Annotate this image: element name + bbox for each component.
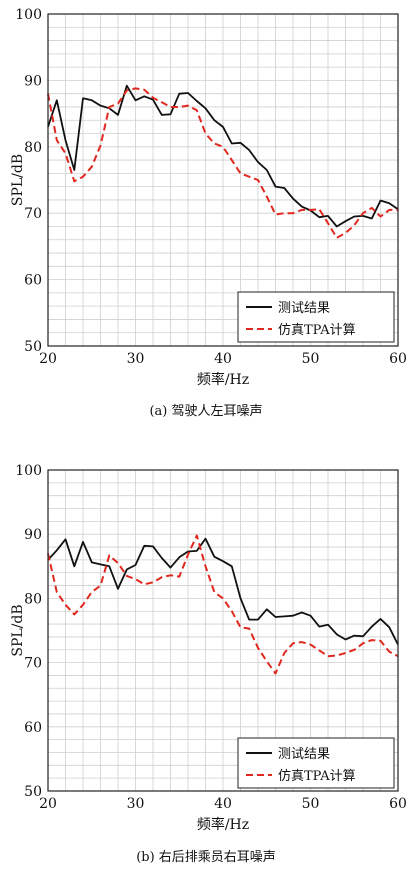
chart-a-svg: 50 60 70 80 90 100 20 30 40 50 60 频率/Hz SPL/dB 测试结果仿真…	[10, 7, 407, 388]
x-tick-label: 50	[302, 796, 320, 812]
series-line-tpa-simulated	[47, 87, 398, 239]
chart-b-svg: 50 60 70 80 90 100 20 30 40 50 60 频率/Hz SPL/dB 测试结果仿真…	[10, 463, 407, 833]
plot-frame	[47, 469, 399, 792]
y-tick-label: 70	[24, 656, 42, 672]
x-tick-label: 20	[39, 351, 57, 367]
chart-panel-b: 50 60 70 80 90 100 20 30 40 50 60 频率/Hz SPL/dB 测试结果仿真…	[0, 440, 412, 877]
legend-label-measured: 测试结果	[278, 747, 330, 762]
plot-frame	[47, 13, 399, 347]
x-axis-label: 频率/Hz	[197, 816, 249, 833]
x-tick-label: 40	[214, 796, 232, 812]
legend-label-measured: 测试结果	[278, 301, 330, 316]
y-tick-label: 70	[24, 206, 42, 222]
x-tick-label: 50	[302, 351, 320, 367]
legend-label-tpa-simulated: 仿真TPA计算	[278, 769, 356, 784]
x-tick-label: 60	[389, 351, 407, 367]
legend-box	[237, 291, 395, 343]
y-tick-label: 60	[24, 273, 42, 289]
x-tick-label: 30	[127, 796, 145, 812]
y-tick-label: 50	[24, 339, 42, 355]
chart-b-caption: (b) 右后排乘员右耳噪声	[136, 850, 276, 865]
y-tick-label: 90	[24, 73, 42, 89]
y-tick-label: 50	[24, 784, 42, 800]
legend-box	[237, 737, 395, 789]
x-axis-label: 频率/Hz	[197, 371, 249, 388]
y-tick-label: 80	[24, 591, 42, 607]
x-tick-label: 20	[39, 796, 57, 812]
legend-label-tpa-simulated: 仿真TPA计算	[278, 323, 356, 338]
y-tick-label: 80	[24, 140, 42, 156]
series-line-measured	[47, 537, 399, 646]
y-tick-label: 100	[15, 7, 42, 23]
x-tick-label: 30	[127, 351, 145, 367]
y-tick-label: 100	[15, 463, 42, 479]
chart-panel-a: 50 60 70 80 90 100 20 30 40 50 60 频率/Hz SPL/dB 测试结果仿真…	[10, 7, 407, 419]
series-line-tpa-simulated	[47, 534, 399, 675]
y-tick-label: 90	[24, 527, 42, 543]
y-tick-label: 60	[24, 720, 42, 736]
series-line-measured	[47, 84, 399, 228]
chart-a-caption: (a) 驾驶人左耳噪声	[149, 404, 263, 419]
y-axis-label: SPL/dB	[10, 604, 26, 656]
y-axis-label: SPL/dB	[10, 154, 26, 206]
x-tick-label: 40	[214, 351, 232, 367]
x-tick-label: 60	[389, 796, 407, 812]
